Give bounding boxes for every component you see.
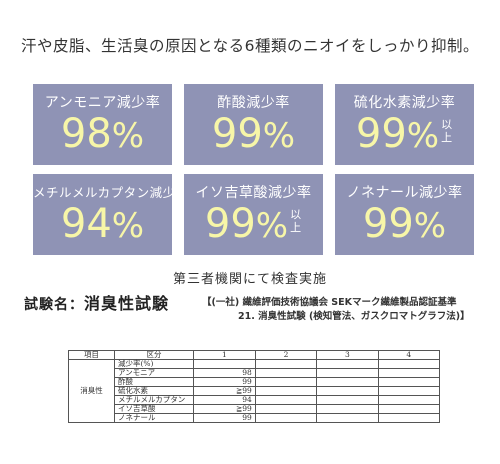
card-acetic-acid: 酢酸減少率 99% <box>184 84 323 165</box>
test-name-value: 消臭性試験 <box>84 294 170 313</box>
value-number: 94 <box>60 201 112 247</box>
value-number: 99 <box>204 201 256 247</box>
card-value: 99% <box>335 198 474 252</box>
card-value: 94% <box>33 198 172 252</box>
value-number: 98 <box>60 111 112 157</box>
card-value: 99% 以上 <box>335 108 474 162</box>
percent-sign: % <box>413 206 447 246</box>
value-number: 99 <box>355 111 407 157</box>
side-label: 消臭性 <box>68 359 115 423</box>
card-ammonia: アンモニア減少率 98% <box>33 84 172 165</box>
header-col-3: 3 <box>316 350 379 360</box>
table-row: 消臭性 減少率(%) <box>68 359 441 423</box>
percent-sign: % <box>111 206 145 246</box>
card-methyl-mercaptan: メチルメルカプタン減少率 94% <box>33 174 189 255</box>
card-isovaleric-acid: イソ吉草酸減少率 99% 以上 <box>184 174 323 255</box>
value-number: 99 <box>211 111 263 157</box>
card-value: 99% <box>184 108 323 162</box>
card-hydrogen-sulfide: 硫化水素減少率 99% 以上 <box>335 84 474 165</box>
results-table: 項目 区分 1 2 3 4 消臭性 減少率(%) アンモニア 98 酢酸 99 … <box>68 350 441 423</box>
value-number: 99 <box>362 201 414 247</box>
percent-sign: % <box>262 116 296 156</box>
third-party-note: 第三者機関にて検査実施 <box>172 272 327 287</box>
header-item: 項目 <box>68 350 115 360</box>
test-name-label: 試験名： <box>24 297 84 313</box>
percent-sign: % <box>111 116 145 156</box>
percent-sign: % <box>255 206 289 246</box>
headline: 汗や皮脂、生活臭の原因となる6種類のニオイをしっかり抑制。 <box>21 37 479 55</box>
row-name: ノネナール <box>113 413 195 423</box>
test-standard: 【(一社) 繊維評価技術協議会 SEKマーク繊維製品認証基準 21. 消臭性試験… <box>202 296 470 324</box>
card-label: イソ吉草酸減少率 <box>195 185 312 201</box>
standard-line-1: 【(一社) 繊維評価技術協議会 SEKマーク繊維製品認証基準 <box>202 297 457 308</box>
card-value: 98% <box>33 108 172 162</box>
percent-sign: % <box>406 116 440 156</box>
card-label: アンモニア減少率 <box>44 95 161 111</box>
card-value: 99% 以上 <box>184 198 323 252</box>
standard-line-2: 21. 消臭性試験 (検知管法、ガスクロマトグラフ法)】 <box>238 311 470 322</box>
header-col-2: 2 <box>254 350 318 360</box>
test-name: 試験名：消臭性試験 <box>24 290 169 314</box>
card-label: ノネナール減少率 <box>346 185 463 201</box>
header-col-1: 1 <box>193 350 256 360</box>
card-label: メチルメルカプタン減少率 <box>33 185 189 200</box>
or-more-suffix: 以上 <box>290 208 302 234</box>
card-nonenal: ノネナール減少率 99% <box>335 174 474 255</box>
card-label: 酢酸減少率 <box>217 95 290 111</box>
or-more-suffix: 以上 <box>441 118 453 144</box>
card-label: 硫化水素減少率 <box>353 95 456 111</box>
row-value: 99 <box>193 413 256 423</box>
header-col-4: 4 <box>377 350 441 360</box>
table-row: ノネナール 99 <box>69 413 441 423</box>
